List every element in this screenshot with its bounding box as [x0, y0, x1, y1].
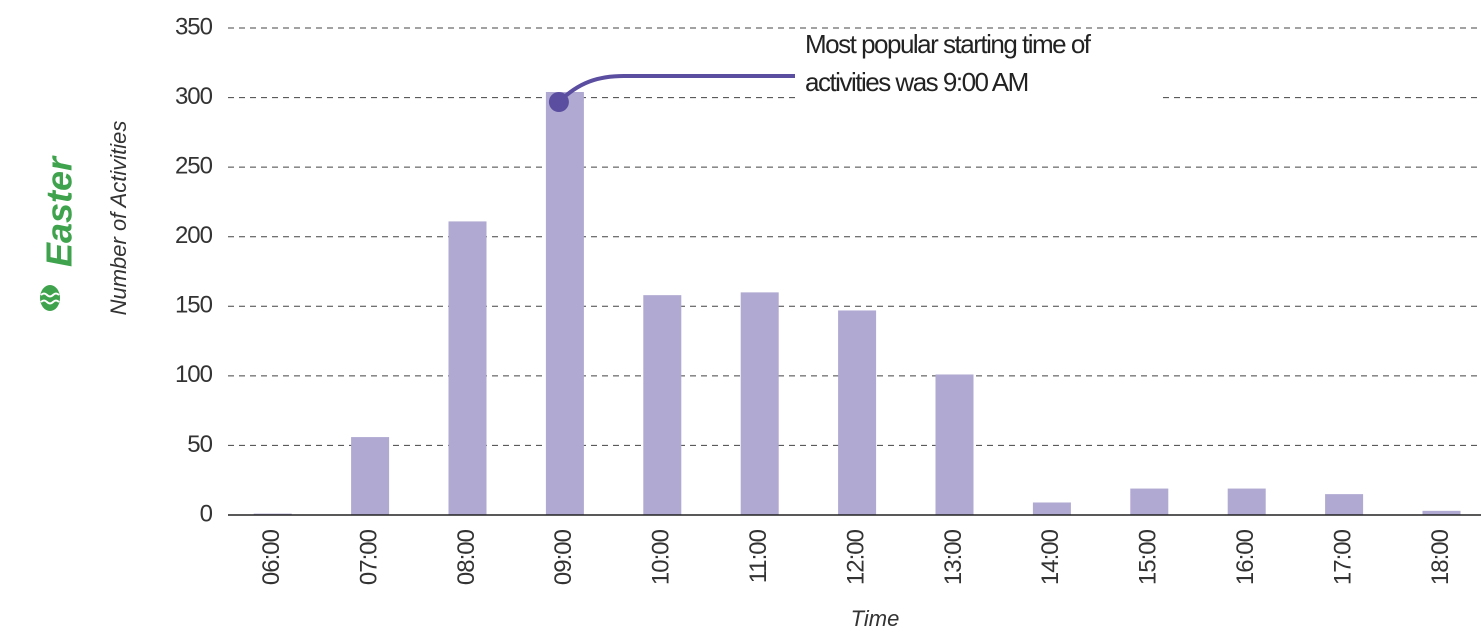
- x-tick-label: 12:00: [842, 529, 869, 585]
- annotation-text: Most popular starting time of: [805, 29, 1092, 59]
- y-tick-label: 50: [187, 431, 212, 458]
- x-axis-label: Time: [851, 606, 900, 631]
- y-tick-label: 0: [200, 500, 213, 527]
- annotation-bg: [797, 30, 1162, 110]
- bar: [643, 295, 682, 515]
- x-tick-label: 14:00: [1037, 529, 1064, 585]
- annotation-line: [557, 74, 795, 104]
- x-tick-label: 13:00: [940, 529, 967, 585]
- side-label-group: Easter: [39, 155, 80, 267]
- bar: [545, 92, 584, 516]
- x-tick-label: 07:00: [355, 529, 382, 585]
- x-tick-label: 15:00: [1135, 529, 1162, 585]
- side-label: Easter: [39, 155, 80, 267]
- egg: [40, 285, 60, 311]
- y-tick-label: 300: [175, 83, 213, 110]
- bar: [351, 437, 390, 515]
- egg-stripes: [40, 292, 60, 305]
- bar: [1130, 488, 1169, 515]
- x-tick-label: 16:00: [1232, 529, 1259, 585]
- y-tick-label: 350: [175, 13, 213, 40]
- x-tick-label: 08:00: [453, 529, 480, 585]
- x-tick-label: 11:00: [745, 529, 772, 583]
- y-tick-label: 250: [175, 152, 213, 179]
- y-label-group: Number of Activities: [106, 121, 131, 316]
- x-tick-label: 10:00: [648, 529, 675, 585]
- y-tick-label: 200: [175, 222, 213, 249]
- y-tick-label: 150: [175, 292, 213, 319]
- bar: [1227, 488, 1266, 515]
- bar: [1032, 502, 1071, 515]
- bar: [935, 374, 974, 515]
- annotation-dot: [548, 92, 569, 113]
- bar: [1325, 494, 1364, 515]
- bar: [838, 310, 877, 515]
- x-tick-label: 18:00: [1427, 529, 1454, 585]
- bar: [448, 221, 487, 515]
- y-tick-label: 100: [175, 361, 213, 388]
- annotation-text: activities was 9:00 AM: [805, 67, 1028, 97]
- x-tick-label: 09:00: [550, 529, 577, 585]
- bar: [1422, 510, 1461, 515]
- y-axis-label: Number of Activities: [106, 121, 131, 316]
- bar: [740, 292, 779, 515]
- egg-icon: [40, 285, 60, 311]
- x-tick-label: 17:00: [1329, 529, 1356, 585]
- x-tick-label: 06:00: [258, 529, 285, 585]
